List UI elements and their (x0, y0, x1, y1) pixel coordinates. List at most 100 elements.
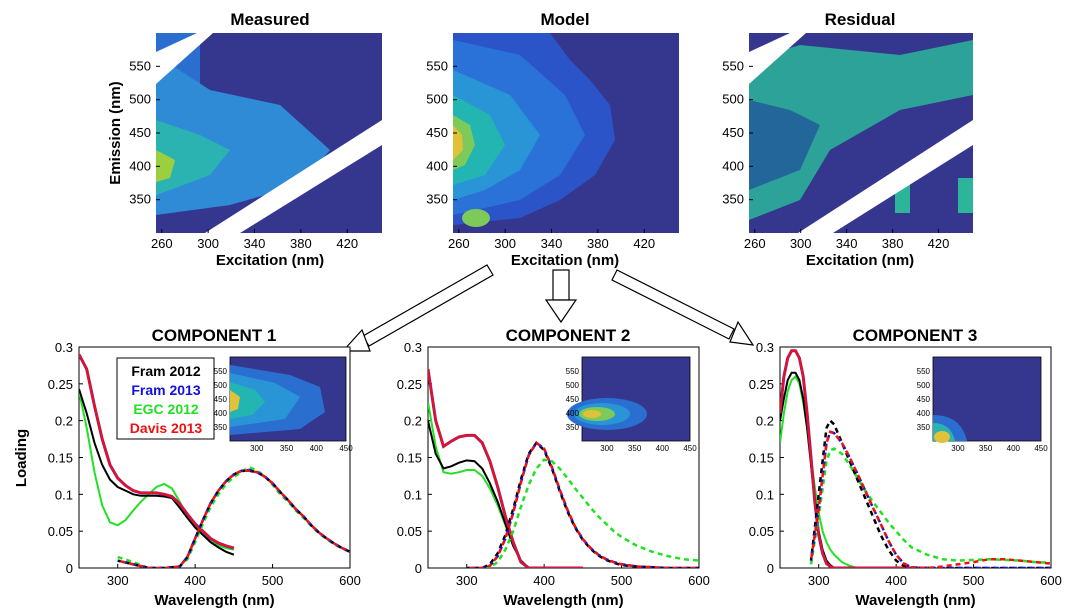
inset-y-tick-label: 550 (917, 367, 931, 376)
eem-y-tick-label: 550 (426, 58, 448, 73)
inset-x-tick-label: 450 (339, 444, 353, 453)
emission-line-davis2013 (809, 430, 1051, 568)
series-group (79, 353, 350, 568)
eem-y-tick-label: 350 (426, 192, 448, 207)
legend-fram-2012: Fram 2012 (131, 363, 200, 379)
legend-davis-2013: Davis 2013 (130, 420, 203, 436)
eem-x-tick-label: 380 (882, 236, 904, 251)
inset-y-tick-label: 500 (214, 381, 228, 390)
inset-y-tick-label: 450 (566, 395, 580, 404)
eem-residual-title: Residual (825, 10, 896, 29)
eem-x-tick-label: 260 (448, 236, 470, 251)
x-tick-label: 600 (1040, 573, 1062, 588)
series-group (780, 349, 1051, 568)
x-tick-label: 400 (533, 573, 555, 588)
inset-x-tick-label: 350 (280, 444, 294, 453)
legend-egc-2012: EGC 2012 (133, 401, 199, 417)
eem-x-tick-label: 420 (633, 236, 655, 251)
component-inset-eem: 300 350 400 450 550 500 450 400 350 (917, 356, 1048, 453)
eem-residual-patch (958, 178, 973, 213)
emission-line-fram2013 (809, 430, 1051, 568)
inset-y-tick-label: 550 (214, 367, 228, 376)
component-title: COMPONENT 1 (152, 326, 277, 345)
eem-contour-6 (453, 125, 463, 160)
eem-y-tick-label: 350 (129, 192, 151, 207)
x-tick-label: 300 (456, 573, 478, 588)
eem-band-core (156, 150, 175, 182)
y-tick-label: 0 (415, 561, 422, 576)
emission-line-davis2013 (466, 440, 699, 568)
eem-y-tick-label: 500 (426, 92, 448, 107)
inset-y-tick-label: 450 (917, 395, 931, 404)
y-tick-label: 0.05 (397, 524, 422, 539)
legend-fram-2013: Fram 2013 (131, 382, 200, 398)
y-tick-label: 0.2 (55, 414, 73, 429)
y-tick-label: 0.05 (48, 524, 73, 539)
inset-y-tick-label: 400 (566, 409, 580, 418)
eem-model-title: Model (540, 10, 589, 29)
y-tick-label: 0.2 (404, 414, 422, 429)
legend: Fram 2012 Fram 2013 EGC 2012 Davis 2013 (116, 357, 215, 440)
inset-x-tick-label: 300 (600, 444, 614, 453)
emission-line-fram2012 (809, 418, 1051, 568)
y-tick-label: 0.3 (756, 340, 774, 355)
eem-y-tick-label: 500 (129, 92, 151, 107)
excitation-line-egc2012 (780, 374, 935, 568)
eem-contour-peak (462, 209, 490, 227)
eem-y-tick-label: 450 (129, 125, 151, 140)
inset-x-tick-label: 300 (951, 444, 965, 453)
scatter-band-1 (749, 33, 806, 84)
eem-x-tick-label: 300 (494, 236, 516, 251)
eem-residual-band-2 (749, 100, 820, 190)
excitation-line-davis2013 (428, 368, 583, 568)
inset-x-tick-label: 400 (656, 444, 670, 453)
y-tick-label: 0.3 (404, 340, 422, 355)
eem-y-tick-label: 400 (426, 158, 448, 173)
inset-y-tick-label: 500 (566, 381, 580, 390)
eem-x-tick-label: 260 (151, 236, 173, 251)
x-tick-label: 500 (611, 573, 633, 588)
y-tick-label: 0.25 (749, 377, 774, 392)
component-1-panel: COMPONENT 1 0 0.05 0.1 0.15 0.2 0.25 0.3 300 400 5… (48, 326, 361, 609)
component-2-panel: COMPONENT 2 0 0.05 0.1 0.15 0.2 0.25 0.3 300 400 5… (397, 326, 710, 609)
y-tick-label: 0.05 (749, 524, 774, 539)
y-tick-label: 0.15 (749, 451, 774, 466)
legend-box (116, 357, 215, 440)
excitation-line-fram2012 (79, 388, 235, 556)
excitation-line-davis2013 (79, 353, 235, 550)
inset-y-tick-label: 350 (214, 423, 228, 432)
y-tick-label: 0.2 (756, 414, 774, 429)
inset-x-tick-label: 400 (310, 444, 324, 453)
eem-residual-panel: Residual (749, 10, 973, 233)
x-tick-label: 300 (808, 573, 830, 588)
inset-y-tick-label: 350 (566, 423, 580, 432)
y-tick-label: 0.1 (55, 487, 73, 502)
component-inset-eem: 300 350 400 450 550 500 450 400 350 (214, 356, 353, 453)
scatter-band-2 (205, 120, 382, 233)
excitation-line-davis2013 (780, 349, 935, 568)
x-axis-label: Wavelength (nm) (503, 592, 623, 609)
component-inset-eem: 300 350 400 450 550 500 450 400 350 (566, 356, 697, 453)
eem-y-tick-label: 450 (722, 125, 744, 140)
y-tick-label: 0 (767, 561, 774, 576)
eem-y-tick-label: 500 (722, 92, 744, 107)
y-tick-label: 0.15 (397, 451, 422, 466)
eem-y-tick-label: 400 (722, 158, 744, 173)
x-tick-label: 500 (963, 573, 985, 588)
loading-axis-label: Loading (13, 429, 30, 487)
x-tick-label: 400 (885, 573, 907, 588)
eem-x-tick-label: 420 (336, 236, 358, 251)
eem-contour-5 (453, 115, 475, 170)
inset-x-tick-label: 350 (979, 444, 993, 453)
inset-x-tick-label: 450 (683, 444, 697, 453)
x-tick-label: 400 (184, 573, 206, 588)
eem-measured-title: Measured (230, 10, 309, 29)
y-tick-label: 0.25 (397, 377, 422, 392)
inset-x-tick-label: 400 (1007, 444, 1021, 453)
eem-x-tick-label: 300 (197, 236, 219, 251)
inset-y-tick-label: 550 (566, 367, 580, 376)
inset-x-tick-label: 350 (628, 444, 642, 453)
series-group (428, 368, 699, 568)
eem-y-tick-label: 450 (426, 125, 448, 140)
